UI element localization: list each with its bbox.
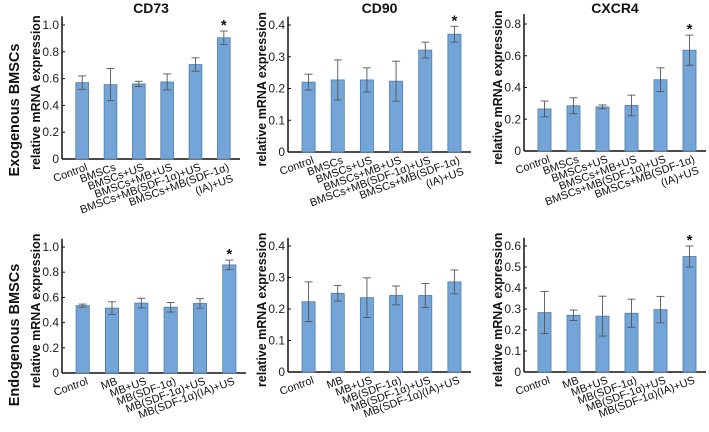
bar — [160, 81, 174, 160]
bar — [105, 307, 120, 374]
y-tick-label: 0.6 — [504, 239, 521, 253]
y-tick-label: 0.2 — [268, 302, 285, 316]
row-label: Endogenous BMSCs — [7, 264, 23, 407]
y-tick-label: 0.6 — [504, 49, 521, 63]
bar — [682, 256, 697, 373]
chart-panel-row1-4: relative mRNA expression 00.10.20.30.4Con… — [255, 233, 471, 420]
y-axis-label: relative mRNA expression — [255, 12, 269, 166]
y-tick-label: 0.1 — [268, 334, 285, 348]
bar — [222, 264, 237, 374]
x-tick-label-line: MB — [561, 375, 581, 392]
y-tick-label: 0.8 — [42, 265, 59, 279]
y-tick-label: 0.4 — [268, 239, 285, 253]
bar — [447, 281, 462, 373]
y-tick-label: 0 — [514, 144, 521, 158]
chart-panel-cd90: CD90 relative mRNA expression 0 0.1 0.2 0.3 0.… — [255, 0, 471, 209]
x-tick-label-line: MB — [325, 375, 345, 392]
y-tick-label: 0.4 — [268, 18, 285, 32]
y-axis-label: relative mRNA expression — [491, 10, 505, 164]
y-tick-label: 0.2 — [504, 323, 521, 337]
y-tick-label: 0.2 — [42, 341, 59, 355]
y-tick-label: 0.8 — [504, 17, 521, 31]
significance-star: * — [221, 17, 227, 34]
significance-star: * — [451, 12, 457, 29]
bar — [301, 81, 316, 153]
y-tick-label: 0.4 — [42, 98, 59, 112]
bar — [566, 314, 581, 373]
x-tick-label: MB — [561, 375, 581, 392]
bar — [330, 292, 345, 373]
y-axis-label: relative mRNA expression — [29, 234, 43, 388]
bar — [132, 83, 146, 160]
bar — [75, 305, 90, 374]
y-tick-label: 0.4 — [42, 316, 59, 330]
chart-panel-row1-5: relative mRNA expression 0 0.1 0.2 0.3 0.4 0.5… — [491, 232, 706, 420]
y-tick-label: 0.3 — [504, 302, 521, 316]
bar — [447, 33, 462, 153]
y-axis-label: relative mRNA expression — [491, 233, 505, 387]
y-tick-label: 0 — [278, 145, 285, 159]
y-tick-label: 0.2 — [42, 125, 59, 139]
x-tick-label: MB — [99, 376, 119, 393]
bar — [389, 295, 404, 373]
y-tick-label: 0.6 — [42, 72, 59, 86]
significance-star: * — [226, 246, 232, 263]
y-axis-label: relative mRNA expression — [255, 233, 269, 387]
bar — [134, 302, 149, 374]
y-tick-label: 0.2 — [504, 112, 521, 126]
chart-title: CXCR4 — [591, 0, 639, 16]
chart-panel-cd73: CD73 relative mRNA expression 0 0.2 0.4 0.6 0.… — [29, 0, 240, 216]
bar — [75, 82, 89, 160]
y-tick-label: 0.3 — [268, 271, 285, 285]
bar — [188, 64, 203, 160]
y-tick-label: 0 — [52, 152, 59, 166]
bar — [595, 106, 610, 152]
y-tick-label: 0.1 — [504, 344, 521, 358]
chart-panel-cxcr4: CXCR4 relative mRNA expression 0 0.2 0.4 0.6 0… — [491, 0, 706, 208]
row-label: Exogenous BMSCs — [7, 44, 23, 177]
chart-title: CD90 — [362, 0, 398, 16]
significance-star: * — [687, 232, 693, 249]
bar — [163, 306, 178, 374]
bar — [217, 37, 231, 160]
y-tick-label: 0.2 — [268, 82, 285, 96]
y-tick-label: 0.3 — [268, 50, 285, 64]
y-tick-label: 0 — [278, 365, 285, 379]
y-tick-label: 0.1 — [268, 113, 285, 127]
y-axis-label: relative mRNA expression — [29, 15, 43, 169]
chart-panel-row1-3: relative mRNA expression 0 0.2 0.4 0.6 0.8 1.0… — [29, 234, 246, 421]
x-tick-label: MB — [325, 375, 345, 392]
y-tick-label: 1.0 — [42, 18, 59, 32]
significance-star: * — [687, 21, 693, 38]
chart-title: CD73 — [133, 0, 169, 16]
y-tick-label: 0.8 — [42, 45, 59, 59]
bar — [418, 49, 433, 153]
y-tick-label: 0 — [514, 365, 521, 379]
y-tick-label: 0 — [52, 366, 59, 380]
y-tick-label: 0.4 — [504, 281, 521, 295]
bar — [192, 303, 207, 374]
y-tick-label: 0.5 — [504, 260, 521, 274]
y-tick-label: 0.4 — [504, 81, 521, 95]
y-tick-label: 1.0 — [42, 240, 59, 254]
y-tick-label: 0.6 — [42, 290, 59, 304]
x-tick-label-line: MB — [99, 376, 119, 393]
